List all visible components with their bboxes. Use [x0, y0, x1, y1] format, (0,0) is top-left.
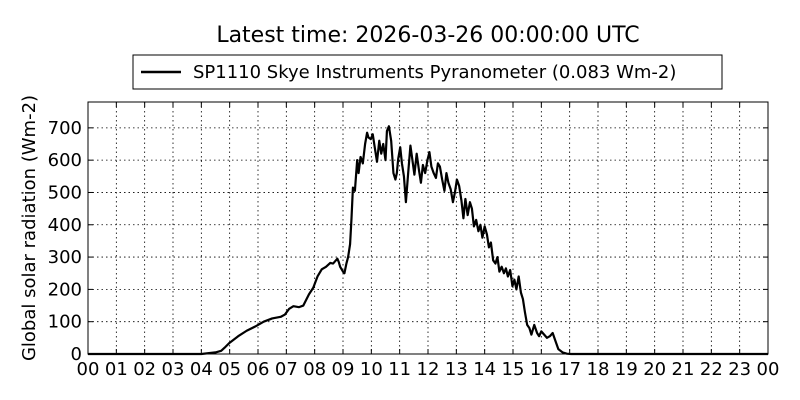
y-tick-label: 700	[48, 118, 82, 139]
x-tick-label: 23	[728, 359, 751, 380]
x-tick-label: 19	[615, 359, 638, 380]
y-tick-label: 300	[48, 247, 82, 268]
x-tick-label: 22	[700, 359, 723, 380]
x-tick-label: 12	[417, 359, 440, 380]
legend-entry-label: SP1110 Skye Instruments Pyranometer (0.0…	[193, 62, 676, 83]
y-tick-label: 200	[48, 279, 82, 300]
x-tick-label: 16	[530, 359, 553, 380]
x-tick-label: 00	[757, 359, 780, 380]
y-tick-label: 600	[48, 150, 82, 171]
x-tick-label: 21	[672, 359, 695, 380]
y-tick-label: 500	[48, 182, 82, 203]
legend-box	[132, 54, 723, 90]
x-tick-label: 05	[218, 359, 241, 380]
x-tick-label: 15	[502, 359, 525, 380]
x-tick-label: 08	[303, 359, 326, 380]
x-tick-label: 14	[473, 359, 496, 380]
y-tick-label: 400	[48, 215, 82, 236]
y-axis-label: Global solar radiation (Wm-2)	[19, 95, 40, 361]
x-tick-label: 01	[105, 359, 128, 380]
x-tick-label: 06	[247, 359, 270, 380]
x-tick-label: 11	[388, 359, 411, 380]
series-line-pyranometer	[88, 125, 768, 356]
x-tick-label: 20	[643, 359, 666, 380]
x-tick-label: 17	[558, 359, 581, 380]
legend: SP1110 Skye Instruments Pyranometer (0.0…	[132, 54, 723, 90]
y-axis: 0 100 200 300 400 500 600 700	[48, 118, 768, 365]
x-tick-label: 00	[77, 359, 100, 380]
x-axis: 00 01 02 03 04 05 06 07 08 09 10 11 12 13 14 15 16 17 18 19…	[77, 102, 780, 380]
x-tick-label: 13	[445, 359, 468, 380]
x-tick-label: 02	[133, 359, 156, 380]
y-tick-label: 100	[48, 312, 82, 333]
y-tick-label: 0	[71, 344, 82, 365]
x-tick-label: 09	[332, 359, 355, 380]
x-tick-label: 07	[275, 359, 298, 380]
grid-lines	[88, 102, 768, 354]
chart-title: Latest time: 2026-03-26 00:00:00 UTC	[216, 23, 639, 48]
x-tick-label: 04	[190, 359, 213, 380]
x-tick-label: 18	[587, 359, 610, 380]
x-tick-label: 03	[162, 359, 185, 380]
x-tick-label: 10	[360, 359, 383, 380]
